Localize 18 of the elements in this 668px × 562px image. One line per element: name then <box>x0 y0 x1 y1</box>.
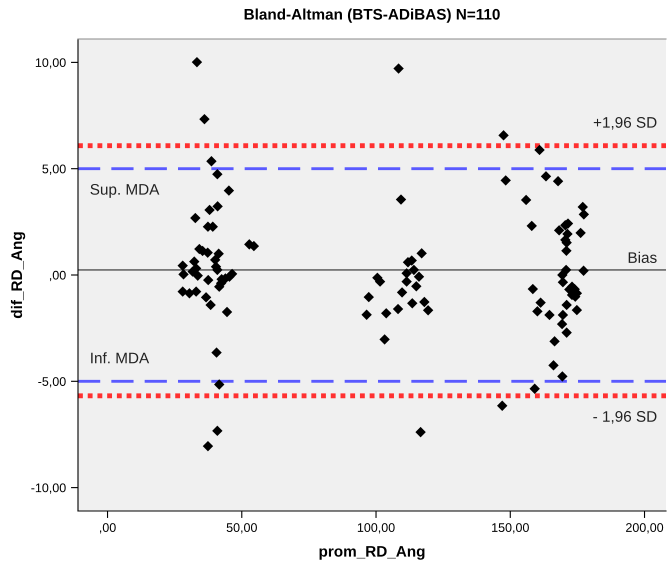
ref-line-label: Bias <box>628 252 657 263</box>
x-tick-label: 200,00 <box>626 523 664 534</box>
x-tick-label: 100,00 <box>358 523 395 534</box>
ref-line-label: Inf. MDA <box>91 352 150 364</box>
x-tick-label: 150,00 <box>492 523 529 534</box>
chart-title: Bland-Altman (BTS-ADiBAS) N=110 <box>244 8 500 23</box>
x-axis-title: prom_RD_Ang <box>320 546 424 560</box>
y-tick-label: ,00 <box>50 270 66 282</box>
ref-line-label: Sup. MDA <box>90 184 160 198</box>
x-tick-label: 50,00 <box>226 523 257 534</box>
ref-line-label: - 1,96 SD <box>593 411 656 424</box>
x-tick-label: ,00 <box>100 523 116 534</box>
ref-line-label: +1,96 SD <box>594 117 656 130</box>
y-tick-label: 10,00 <box>36 58 66 69</box>
y-tick-label: 5,00 <box>42 164 66 175</box>
y-tick-label: -10,00 <box>31 483 66 494</box>
y-tick-label: -5,00 <box>38 377 66 388</box>
y-axis-title: dif_RD_Ang <box>10 232 26 318</box>
